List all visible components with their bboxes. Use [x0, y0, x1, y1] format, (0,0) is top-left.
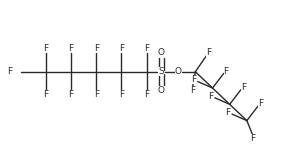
Text: F: F	[68, 90, 74, 99]
Text: F: F	[241, 83, 246, 92]
Text: F: F	[68, 44, 74, 53]
Text: F: F	[258, 99, 263, 108]
Text: F: F	[190, 86, 195, 96]
Text: F: F	[119, 44, 124, 53]
Text: S: S	[158, 67, 164, 76]
Text: F: F	[144, 90, 149, 99]
Text: F: F	[191, 75, 196, 84]
Text: O: O	[158, 48, 165, 58]
Text: F: F	[119, 90, 124, 99]
Text: F: F	[225, 108, 230, 117]
Text: F: F	[7, 67, 12, 76]
Text: F: F	[94, 44, 99, 53]
Text: F: F	[208, 92, 213, 101]
Text: F: F	[223, 67, 229, 76]
Text: F: F	[43, 90, 49, 99]
Text: F: F	[94, 90, 99, 99]
Text: O: O	[158, 86, 165, 95]
Text: F: F	[250, 134, 255, 143]
Text: F: F	[144, 44, 149, 53]
Text: F: F	[206, 48, 211, 58]
Text: F: F	[43, 44, 49, 53]
Text: O: O	[175, 67, 182, 76]
